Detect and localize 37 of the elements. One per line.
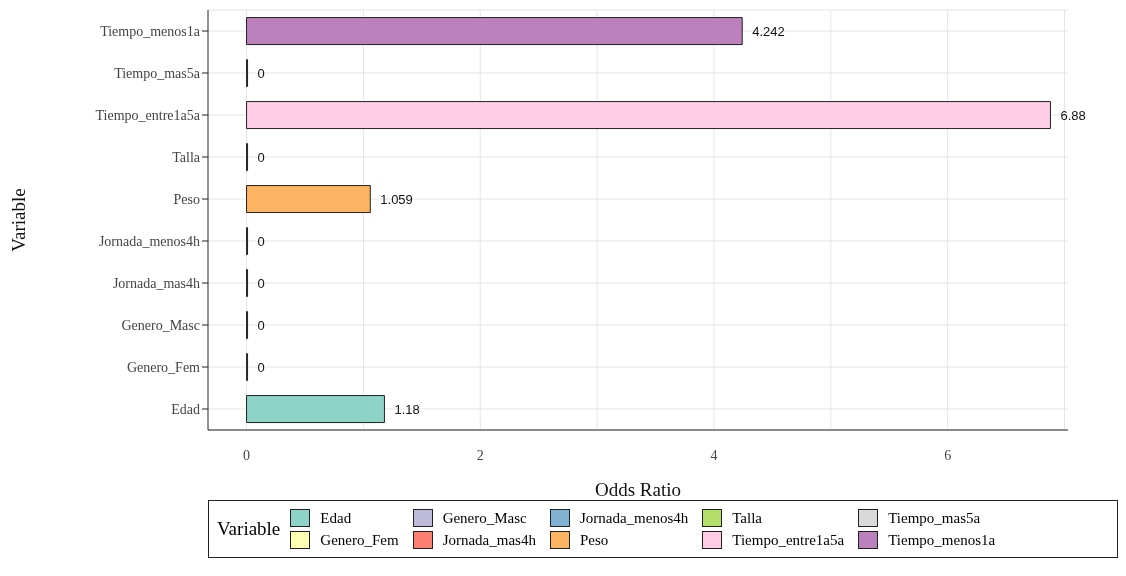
data-label: 0 xyxy=(257,233,265,249)
y-tick-label: Tiempo_entre1a5a xyxy=(95,107,201,123)
legend-label: Genero_Fem xyxy=(320,531,399,549)
y-tick-label: Peso xyxy=(173,191,200,207)
y-tick-label: Genero_Masc xyxy=(121,317,200,333)
y-tick-label: Jornada_mas4h xyxy=(112,275,200,291)
y-tick-label: Talla xyxy=(172,149,201,165)
y-tick-label: Tiempo_mas5a xyxy=(114,65,201,81)
legend-title: Variable xyxy=(217,518,281,540)
data-label: 4.242 xyxy=(752,23,785,39)
legend-label: Jornada_mas4h xyxy=(442,531,536,549)
legend-label: Jornada_menos4h xyxy=(579,509,689,527)
legend-label: Genero_Masc xyxy=(442,509,527,527)
data-label: 1.059 xyxy=(380,191,413,207)
data-label: 0 xyxy=(257,275,265,291)
data-label: 0 xyxy=(257,317,265,333)
y-tick-label: Jornada_menos4h xyxy=(98,233,200,249)
legend-label: Tiempo_entre1a5a xyxy=(732,531,845,549)
legend-label: Peso xyxy=(579,531,609,549)
x-tick-label: 4 xyxy=(710,447,718,463)
legend-label: Talla xyxy=(732,509,763,527)
y-tick-label: Tiempo_menos1a xyxy=(100,23,201,39)
data-label: 0 xyxy=(257,149,265,165)
y-tick-label: Genero_Fem xyxy=(126,359,201,375)
y-tick-label: Edad xyxy=(171,401,200,417)
legend-label: Tiempo_menos1a xyxy=(888,531,996,549)
x-tick-label: 2 xyxy=(476,447,484,463)
legend-label: Edad xyxy=(320,509,352,527)
data-label: 6.88 xyxy=(1060,107,1086,123)
y-axis-title: Variable xyxy=(7,188,29,252)
data-label: 0 xyxy=(257,65,265,81)
x-axis-title: Odds Ratio xyxy=(594,479,682,500)
legend-label: Tiempo_mas5a xyxy=(888,509,981,527)
data-label: 1.18 xyxy=(394,401,420,417)
data-label: 0 xyxy=(257,359,265,375)
x-tick-label: 0 xyxy=(243,447,251,463)
x-tick-label: 6 xyxy=(944,447,952,463)
